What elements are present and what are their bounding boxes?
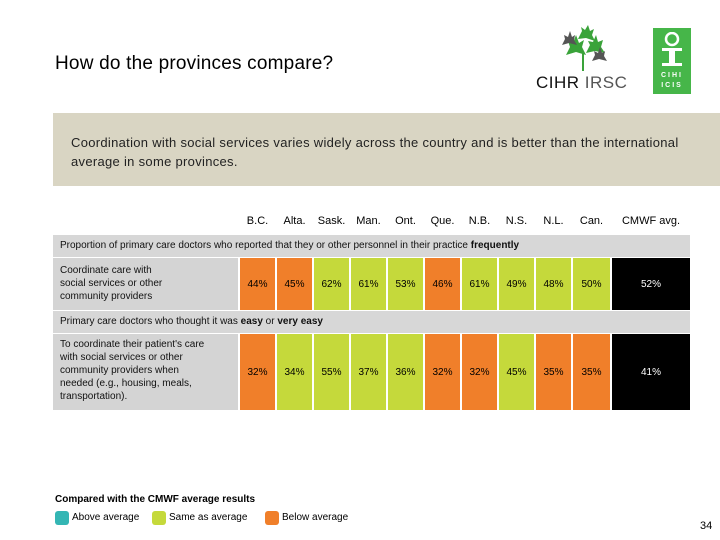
row-label-1: Coordinate care with social services or … (53, 258, 238, 310)
column-header: Ont. (395, 215, 416, 227)
value-cell: 50% (573, 258, 610, 310)
value-cell: 37% (351, 334, 386, 410)
value-cell: 32% (425, 334, 460, 410)
value-cell: 55% (314, 334, 349, 410)
summary-banner: Coordination with social services varies… (53, 113, 720, 186)
cmwf-avg-cell: 52% (612, 258, 690, 310)
cmwf-avg-cell: 41% (612, 334, 690, 410)
value-cell: 48% (536, 258, 571, 310)
below-swatch (265, 511, 279, 525)
cihi-logo-text-2: ICIS (661, 82, 683, 89)
page-title: How do the provinces compare? (55, 53, 334, 74)
value-cell: 35% (536, 334, 571, 410)
cihi-symbol-icon (662, 32, 682, 66)
section-heading-1: Proportion of primary care doctors who r… (53, 235, 690, 257)
cihr-logo-text: CIHR IRSC (536, 73, 628, 92)
value-cell: 36% (388, 334, 423, 410)
column-header: Alta. (283, 215, 306, 227)
value-cell: 45% (499, 334, 534, 410)
value-cell: 46% (425, 258, 460, 310)
column-header: N.B. (468, 215, 491, 227)
same-swatch (152, 511, 166, 525)
column-header: Que. (430, 215, 455, 227)
column-header: Can. (579, 215, 604, 227)
column-header: N.S. (505, 215, 528, 227)
summary-text: Coordination with social services varies… (71, 135, 679, 169)
section-heading-2: Primary care doctors who thought it was … (53, 311, 690, 333)
value-cell: 61% (462, 258, 497, 310)
row-label-2: To coordinate their patient's care with … (53, 334, 238, 410)
value-cell: 61% (351, 258, 386, 310)
column-header: Sask. (317, 215, 346, 227)
value-cell: 45% (277, 258, 312, 310)
legend-title: Compared with the CMWF average results (55, 494, 256, 505)
value-cell: 44% (240, 258, 275, 310)
cihr-logo: CIHR IRSC (528, 25, 633, 95)
column-header: CMWF avg. (621, 215, 681, 227)
page-number: 34 (700, 520, 713, 532)
column-header: B.C. (246, 215, 269, 227)
value-cell: 49% (499, 258, 534, 310)
value-cell: 32% (462, 334, 497, 410)
maple-leaves-icon (562, 25, 607, 71)
cihi-logo-text-1: CIHI (661, 72, 683, 79)
value-cell: 34% (277, 334, 312, 410)
column-header: N.L. (543, 215, 564, 227)
value-cell: 62% (314, 258, 349, 310)
value-cell: 53% (388, 258, 423, 310)
value-cell: 35% (573, 334, 610, 410)
cihi-logo: CIHI ICIS (653, 28, 691, 94)
value-cell: 32% (240, 334, 275, 410)
above-swatch (55, 511, 69, 525)
column-header: Man. (356, 215, 381, 227)
